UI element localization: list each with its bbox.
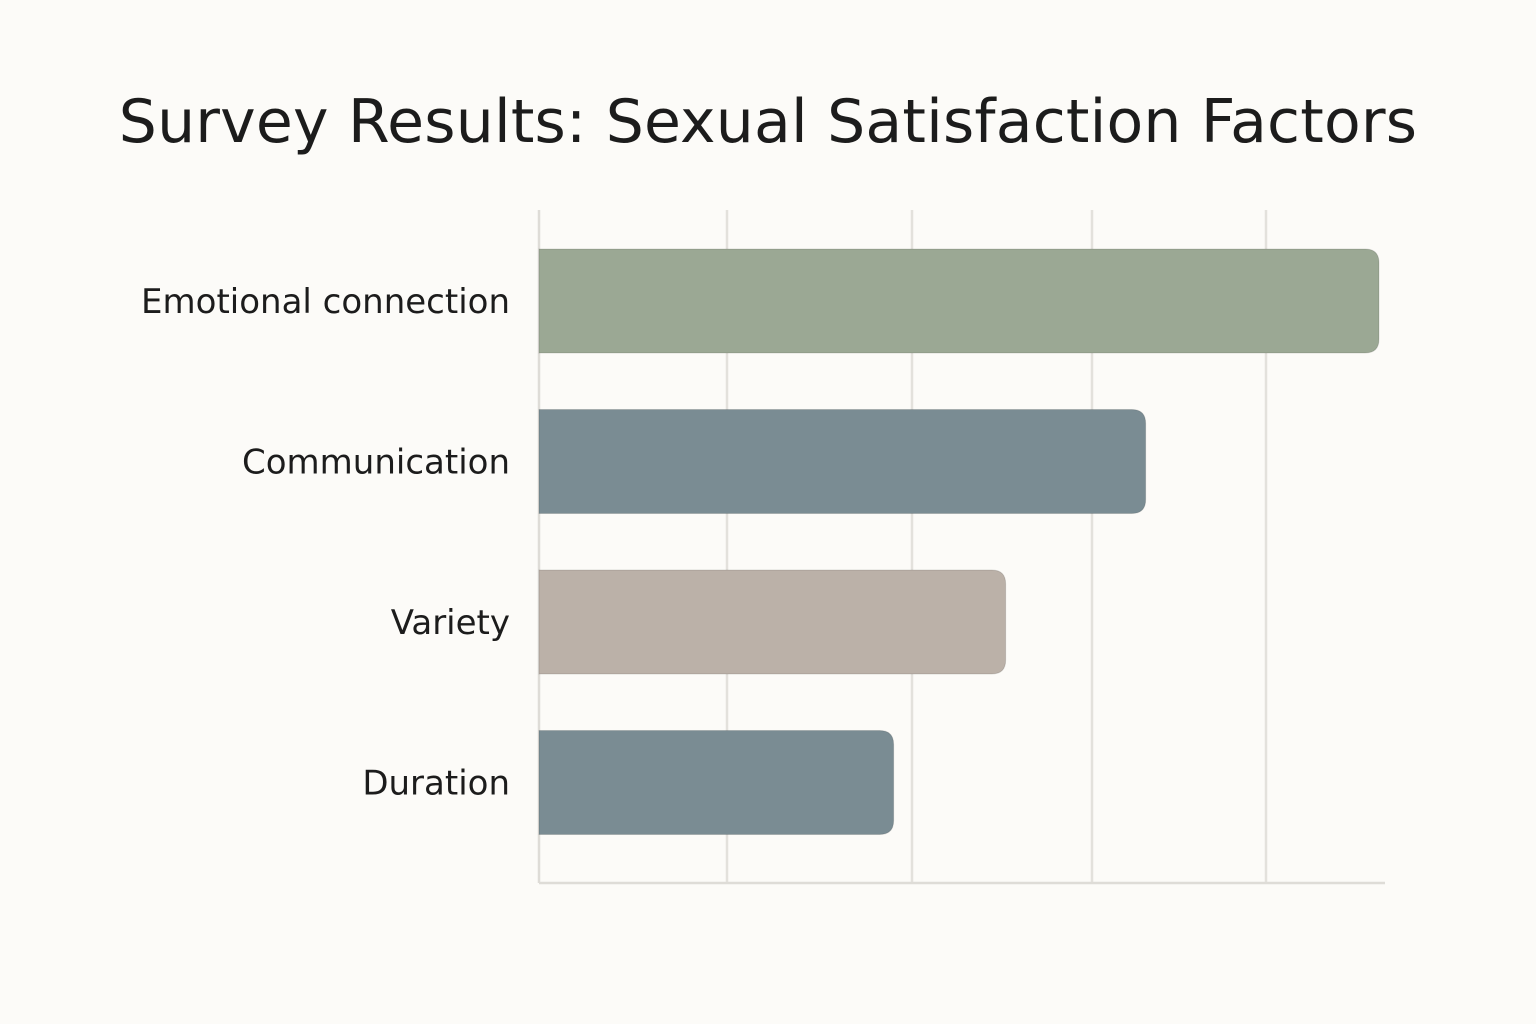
bar-variety	[538, 569, 1007, 675]
category-label-communication: Communication	[242, 443, 510, 483]
bar-emotional-connection	[538, 248, 1380, 354]
bar-duration	[538, 730, 895, 835]
category-labels: Emotional connection Communication Variety…	[141, 282, 510, 804]
category-label-variety: Variety	[391, 603, 510, 643]
bars	[538, 248, 1380, 835]
category-label-emotional-connection: Emotional connection	[141, 282, 510, 322]
bar-communication	[538, 409, 1147, 514]
chart-title: Survey Results: Sexual Satisfaction Fact…	[118, 87, 1418, 157]
category-label-duration: Duration	[362, 764, 510, 804]
